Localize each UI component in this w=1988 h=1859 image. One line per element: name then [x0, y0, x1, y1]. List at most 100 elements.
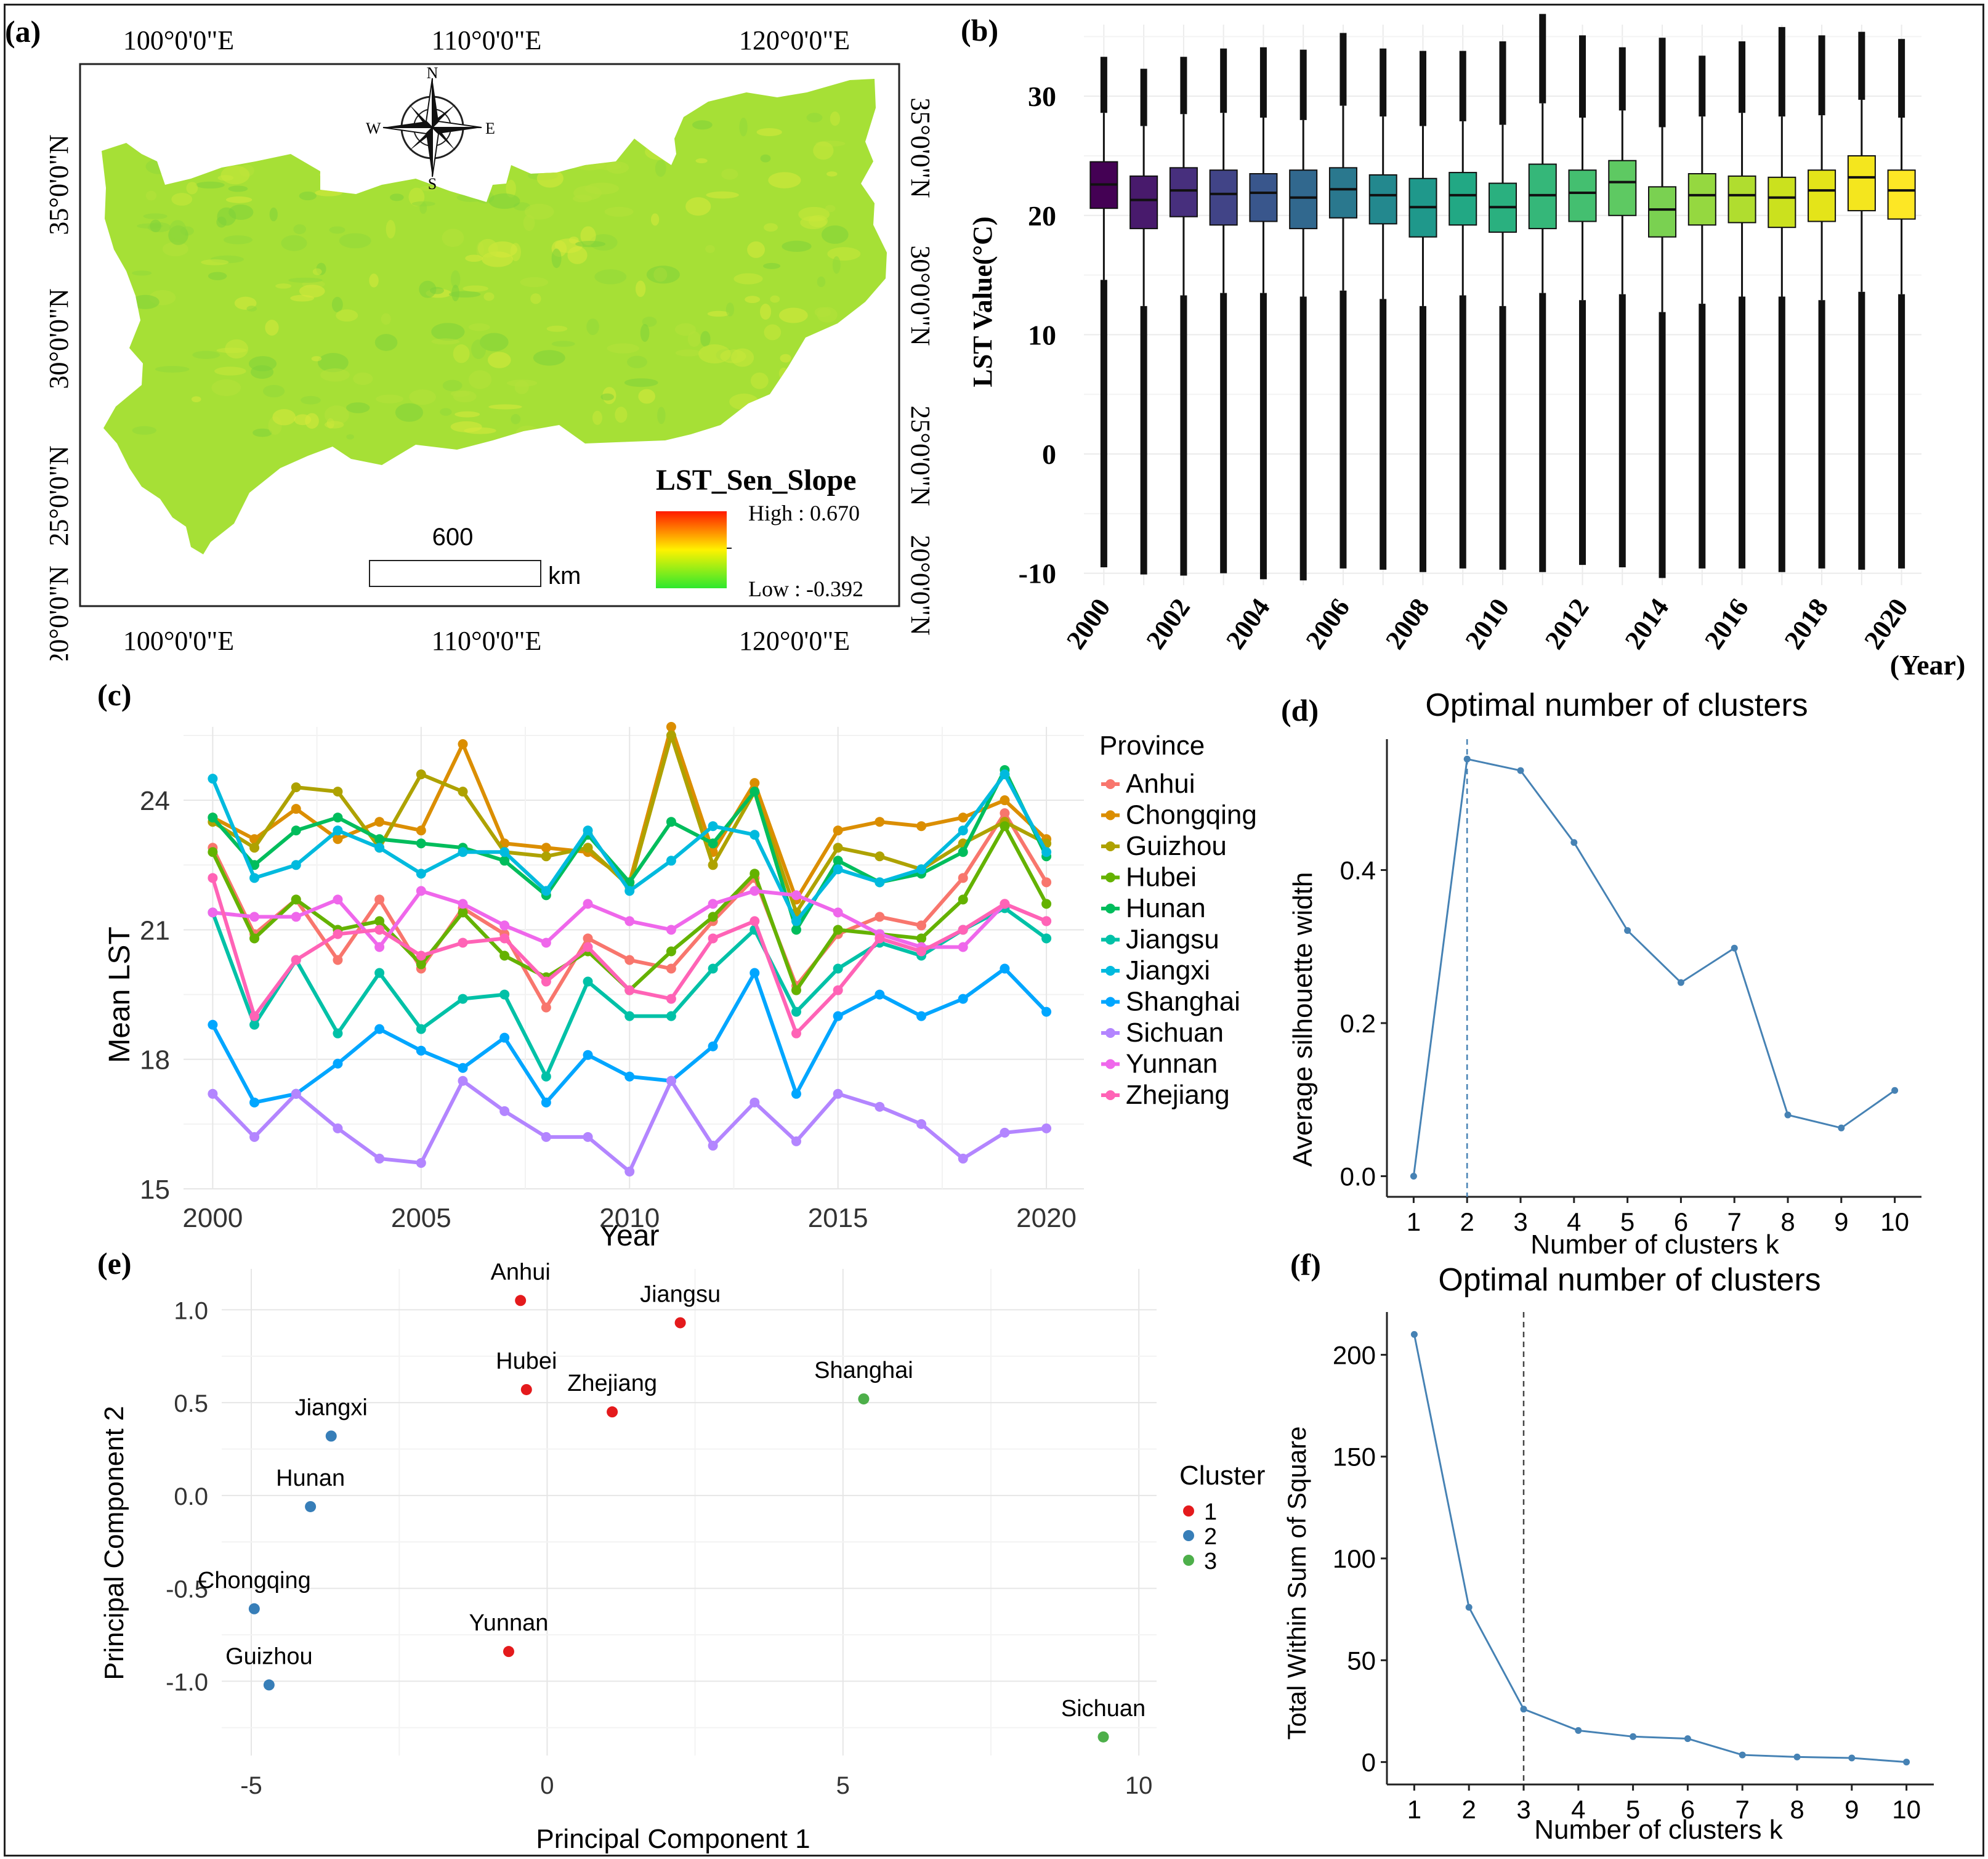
texture-spot	[376, 394, 403, 403]
pca-point	[305, 1501, 317, 1512]
data-point	[499, 856, 510, 866]
data-point	[374, 925, 385, 935]
lon-label-bottom: 100°0'0"E	[123, 626, 234, 656]
y-tick-label: 10	[1028, 319, 1056, 350]
legend-label: Yunnan	[1126, 1049, 1218, 1079]
texture-spot	[813, 141, 834, 160]
data-point	[791, 1088, 801, 1099]
texture-spot	[817, 276, 826, 288]
data-point	[916, 946, 927, 957]
data-point	[583, 942, 593, 952]
texture-spot	[600, 393, 614, 401]
box	[1249, 173, 1278, 222]
legend-label: Chongqing	[1126, 800, 1257, 830]
y-tick-label: 21	[140, 915, 170, 946]
y-tick-label: 0	[1042, 439, 1056, 470]
texture-spot	[817, 307, 838, 323]
data-point	[374, 843, 385, 853]
texture-spot	[419, 185, 438, 192]
texture-spot	[324, 421, 344, 429]
point-label: Guizhou	[225, 1643, 313, 1669]
texture-spot	[450, 270, 461, 288]
data-point	[958, 873, 968, 883]
data-point	[1041, 933, 1052, 944]
data-point	[1410, 1330, 1418, 1338]
texture-spot	[299, 192, 317, 201]
panel-label-d: (d)	[1281, 693, 1319, 727]
data-point	[541, 1002, 551, 1013]
data-point	[708, 933, 718, 944]
y-tick-label: 18	[140, 1045, 170, 1075]
texture-spot	[248, 356, 277, 371]
data-point	[499, 933, 510, 944]
data-point	[958, 825, 968, 836]
texture-spot	[275, 283, 292, 289]
y-tick-label: 150	[1333, 1443, 1376, 1472]
texture-spot	[479, 333, 509, 352]
legend-swatch-dot	[1105, 810, 1115, 820]
x-axis-title: Year	[600, 1220, 660, 1252]
data-point	[791, 925, 801, 935]
texture-spot	[580, 226, 596, 246]
texture-spot	[638, 389, 656, 404]
texture-spot	[191, 396, 201, 402]
data-point	[333, 825, 343, 836]
legend-color-ramp	[656, 511, 727, 588]
legend-label: Jiangsu	[1126, 925, 1219, 955]
data-point	[291, 825, 301, 836]
texture-spot	[331, 296, 343, 312]
data-point	[1838, 1124, 1845, 1132]
data-point	[416, 950, 426, 961]
texture-spot	[294, 414, 312, 426]
y-tick-label: 24	[140, 786, 170, 816]
data-point	[875, 989, 885, 1000]
x-tick-label: 1	[1407, 1795, 1421, 1824]
data-point	[791, 916, 801, 926]
lat-label-left: 35°0'0"N	[44, 134, 74, 235]
data-point	[333, 1028, 343, 1039]
data-point	[624, 1011, 635, 1021]
legend-swatch-dot	[1105, 779, 1115, 789]
data-point	[666, 946, 676, 957]
texture-spot	[228, 204, 254, 220]
data-point	[791, 1006, 801, 1017]
x-tick-label: 6	[1681, 1795, 1695, 1824]
texture-spot	[750, 372, 769, 389]
compass-w: W	[366, 119, 381, 137]
texture-spot	[395, 403, 424, 422]
texture-spot	[381, 313, 391, 325]
y-tick-label: 0.4	[1340, 856, 1376, 885]
data-point	[708, 899, 718, 909]
texture-spot	[567, 246, 588, 264]
texture-spot	[329, 226, 345, 234]
texture-spot	[524, 203, 554, 220]
data-point	[541, 886, 551, 896]
data-point	[875, 1101, 885, 1112]
lat-label-left: 25°0'0"N	[44, 445, 74, 546]
x-tick-label: 10	[1892, 1795, 1921, 1824]
chart-title: Optimal number of clusters	[1425, 687, 1808, 723]
texture-spot	[514, 380, 529, 394]
box	[1368, 174, 1397, 225]
pca-point	[248, 1603, 260, 1614]
texture-spot	[745, 296, 761, 304]
compass-rose-icon: N S E W	[366, 64, 495, 193]
lon-label-bottom: 110°0'0"E	[432, 626, 542, 656]
data-point	[1041, 847, 1052, 857]
pca-point	[520, 1383, 532, 1395]
data-point	[666, 963, 676, 974]
texture-spot	[468, 370, 492, 389]
texture-spot	[477, 238, 498, 258]
data-point	[1463, 755, 1471, 763]
slope-texture	[131, 108, 861, 443]
texture-spot	[763, 262, 781, 269]
data-point	[374, 1024, 385, 1034]
data-point	[750, 830, 760, 840]
data-point	[458, 907, 468, 918]
data-point	[499, 1106, 510, 1116]
y-axis-title: Mean LST	[103, 926, 136, 1063]
data-point	[1630, 1733, 1637, 1740]
x-tick-label: 8	[1780, 1207, 1795, 1236]
data-point	[1000, 821, 1010, 832]
data-point	[624, 916, 635, 926]
